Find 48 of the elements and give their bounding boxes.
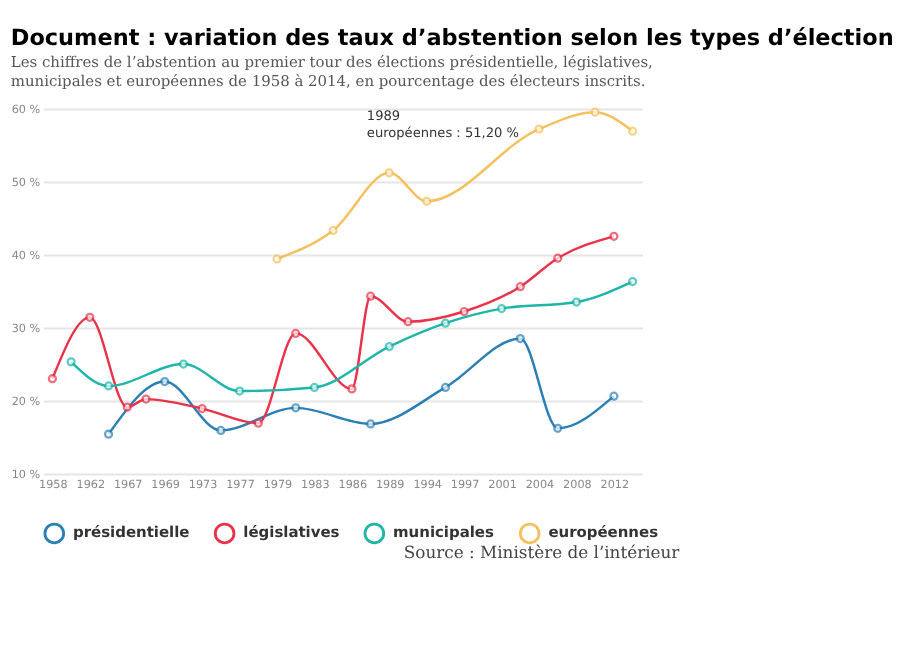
point xyxy=(403,317,413,327)
point xyxy=(141,394,151,404)
point xyxy=(422,196,432,206)
point xyxy=(571,297,582,307)
point xyxy=(609,391,619,401)
point xyxy=(309,382,320,393)
point xyxy=(291,328,301,339)
point xyxy=(47,374,58,384)
point xyxy=(515,282,525,292)
point xyxy=(328,225,338,236)
source-note: Source : Ministère de l’intérieur xyxy=(403,541,682,562)
text: Les chiffres de l’abstention au premier tour des élections présidentielle, législatives, xyxy=(10,53,653,72)
point xyxy=(440,382,451,393)
point xyxy=(103,381,114,391)
point xyxy=(272,254,282,264)
point xyxy=(66,357,76,367)
point xyxy=(365,291,376,301)
point xyxy=(534,124,544,134)
point xyxy=(122,402,132,412)
point xyxy=(384,341,394,352)
point xyxy=(234,386,245,396)
point xyxy=(459,306,469,317)
point xyxy=(627,276,638,287)
text: municipales et européennes de 1958 à 2014, en pourcentage des électeurs inscrits. xyxy=(10,72,646,91)
point xyxy=(216,425,226,436)
point xyxy=(160,376,170,387)
point xyxy=(103,429,114,439)
point xyxy=(178,359,189,369)
point xyxy=(365,419,376,429)
point xyxy=(384,168,394,178)
legend-label: municipales xyxy=(393,523,495,542)
point xyxy=(609,231,619,241)
point xyxy=(627,126,638,136)
chart-title: Document : variation des taux d’abstention selon les types d’élection xyxy=(10,24,894,51)
legend-label: législatives xyxy=(243,523,341,542)
point xyxy=(553,253,563,263)
point xyxy=(253,418,263,428)
point xyxy=(590,107,600,117)
legend-label: présidentielle xyxy=(72,523,190,542)
point xyxy=(347,384,357,394)
point xyxy=(440,318,451,328)
point xyxy=(515,333,525,344)
point xyxy=(197,403,207,414)
point xyxy=(85,312,95,322)
point xyxy=(553,423,563,433)
point xyxy=(496,303,507,314)
legend-label: européennes xyxy=(548,523,660,542)
point xyxy=(291,403,301,413)
